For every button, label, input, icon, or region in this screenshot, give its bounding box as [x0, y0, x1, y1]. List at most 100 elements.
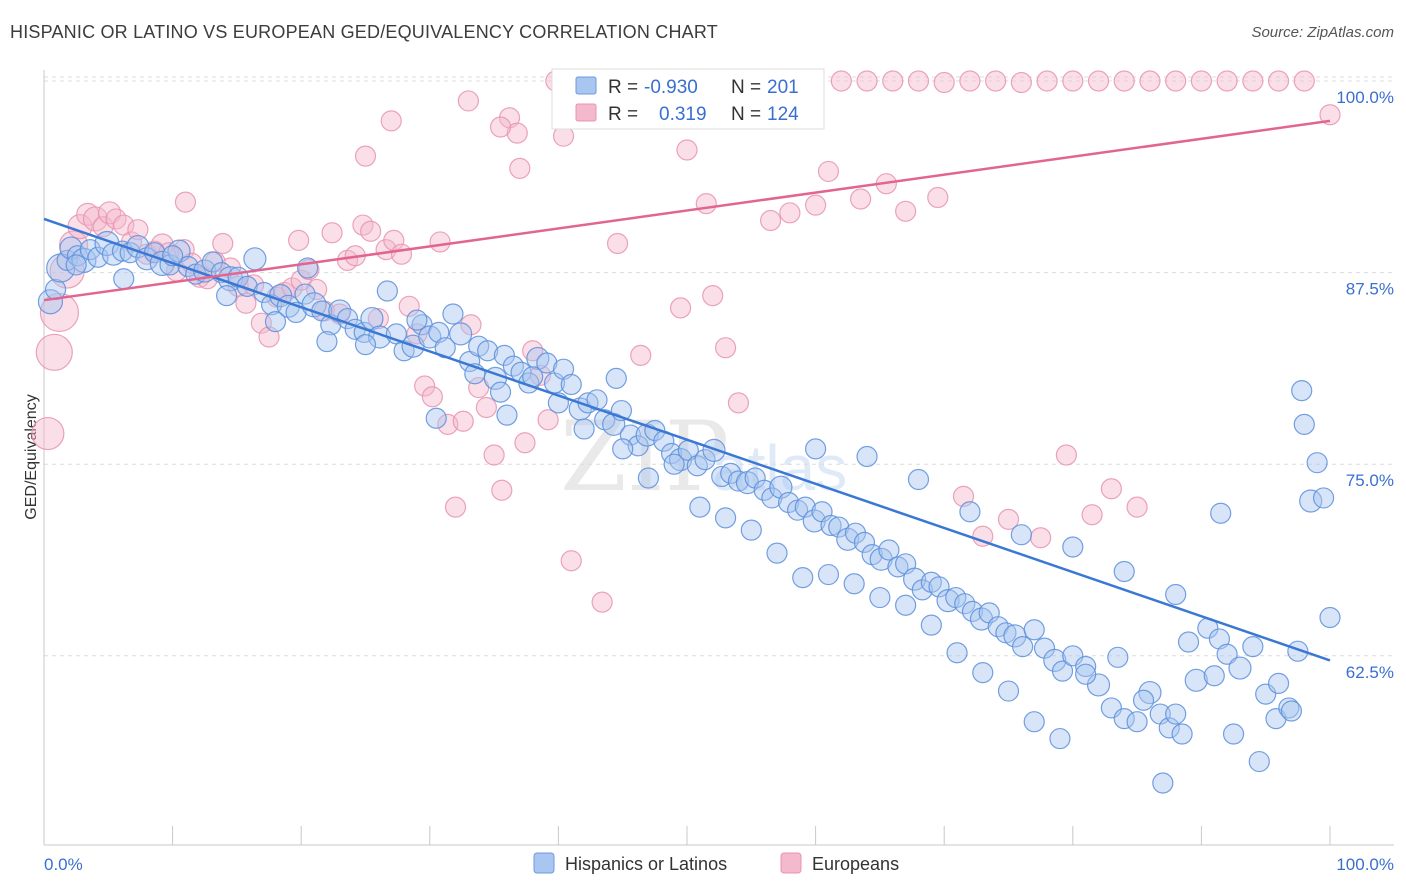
hispanics-point-91 [777, 491, 800, 514]
europeans-point-112 [354, 145, 377, 167]
x-tick-marks [43, 826, 1331, 845]
hispanics-point-176 [946, 642, 968, 664]
hispanics-point-100 [853, 531, 876, 553]
hispanics-point-136 [1208, 628, 1231, 650]
legend-r-value-blue: -0.930 [644, 77, 698, 98]
hispanics-point-87 [744, 467, 766, 489]
hispanics-point-194 [907, 468, 930, 491]
europeans-point-104 [1190, 70, 1213, 92]
legend-swatch-pink [575, 103, 597, 122]
hispanics-point-179 [1023, 711, 1045, 733]
europeans-point-106 [1242, 70, 1264, 92]
legend-r-label-blue: R = [608, 77, 638, 98]
europeans-point-122 [850, 188, 872, 210]
europeans-point-54 [444, 496, 467, 518]
hispanics-point-144 [1299, 489, 1323, 513]
europeans-point-83 [714, 337, 737, 359]
europeans-point-34 [290, 269, 312, 291]
europeans-point-116 [509, 157, 531, 179]
bottom-legend-label-pink: Europeans [812, 854, 899, 874]
legend-r-label-pink: R = [608, 104, 638, 125]
hispanics-point-155 [316, 330, 338, 353]
hispanics-point-159 [489, 381, 512, 403]
hispanics-point-139 [1242, 636, 1264, 658]
y-axis-label: GED/Equivalency [23, 394, 40, 519]
hispanics-point-148 [1293, 413, 1315, 435]
hispanics-point-192 [804, 438, 827, 460]
hispanics-point-185 [1165, 703, 1187, 725]
europeans-point-115 [489, 116, 512, 138]
trend-lines [43, 119, 1331, 662]
legend-swatch-blue [575, 76, 597, 95]
hispanics-point-107 [911, 579, 933, 601]
hispanics-point-112 [954, 593, 976, 615]
legend-box [551, 68, 825, 130]
hispanics-point-113 [961, 600, 984, 622]
europeans-point-94 [933, 71, 955, 94]
y-tick-label-3: 62.5% [1346, 663, 1394, 682]
europeans-point-132 [1100, 478, 1122, 500]
europeans-point-102 [1139, 70, 1161, 92]
bottom-legend-swatch-blue [533, 852, 555, 874]
europeans-point-98 [1036, 70, 1058, 92]
europeans-point-24 [212, 232, 234, 255]
europeans-point-127 [972, 525, 994, 547]
europeans-point-50 [414, 375, 436, 397]
hispanics-point-187 [1203, 665, 1225, 687]
europeans-point-36 [306, 278, 328, 301]
hispanics-point-183 [1132, 689, 1155, 711]
hispanics-point-193 [856, 445, 878, 468]
hispanics-point-170 [792, 567, 814, 589]
europeans-point-78 [630, 344, 652, 366]
europeans-point-0 [31, 416, 65, 451]
europeans-point-90 [830, 70, 852, 92]
europeans-point-61 [498, 107, 521, 129]
hispanics-point-82 [702, 438, 726, 463]
europeans-point-73 [591, 591, 613, 613]
hispanics-point-43 [376, 280, 398, 302]
europeans-point-128 [997, 508, 1020, 530]
hispanics-point-168 [740, 519, 762, 541]
bottom-legend-swatch-pink [780, 852, 802, 874]
europeans-point-108 [1293, 70, 1315, 92]
hispanics-point-51 [442, 303, 464, 325]
hispanics-point-166 [689, 496, 711, 518]
europeans-point-97 [1010, 71, 1032, 94]
europeans-point-105 [1216, 70, 1238, 92]
series-legend: Hispanics or Latinos Europeans [533, 852, 899, 874]
hispanics-point-198 [1113, 560, 1135, 583]
hispanics-point-145 [1306, 452, 1328, 474]
hispanics-point-125 [1075, 655, 1097, 678]
hispanics-point-189 [1248, 750, 1270, 773]
europeans-point-113 [380, 110, 402, 132]
europeans-point-82 [702, 284, 724, 307]
europeans-point-69 [560, 550, 582, 572]
hispanics-point-169 [766, 542, 788, 564]
europeans-point-52 [429, 231, 451, 253]
europeans-point-131 [1081, 504, 1103, 526]
hispanics-point-178 [997, 680, 1020, 702]
hispanics-point-153 [216, 284, 238, 307]
europeans-point-121 [817, 160, 840, 183]
europeans-point-96 [985, 70, 1007, 92]
hispanics-point-165 [663, 453, 685, 475]
legend-n-label-pink: N = [731, 104, 761, 125]
hispanics-point-154 [264, 311, 287, 333]
hispanics-point-75 [644, 419, 666, 442]
y-tick-label-2: 75.0% [1346, 471, 1394, 490]
hispanics-point-129 [1126, 711, 1148, 733]
europeans-point-60 [491, 479, 513, 501]
europeans-point-13 [127, 219, 149, 241]
hispanics-point-191 [1280, 700, 1303, 722]
europeans-point-124 [895, 200, 917, 222]
europeans-point-47 [390, 243, 413, 265]
europeans-point-1 [35, 333, 73, 371]
hispanics-point-126 [1086, 673, 1111, 697]
x-tick-label-min: 0.0% [44, 855, 83, 874]
europeans-point-27 [235, 292, 257, 314]
europeans-point-58 [475, 396, 497, 419]
hispanics-point-197 [1062, 536, 1084, 558]
hispanics-point-156 [354, 334, 377, 356]
hispanics-point-204 [605, 367, 627, 389]
europeans-point-125 [927, 186, 949, 209]
